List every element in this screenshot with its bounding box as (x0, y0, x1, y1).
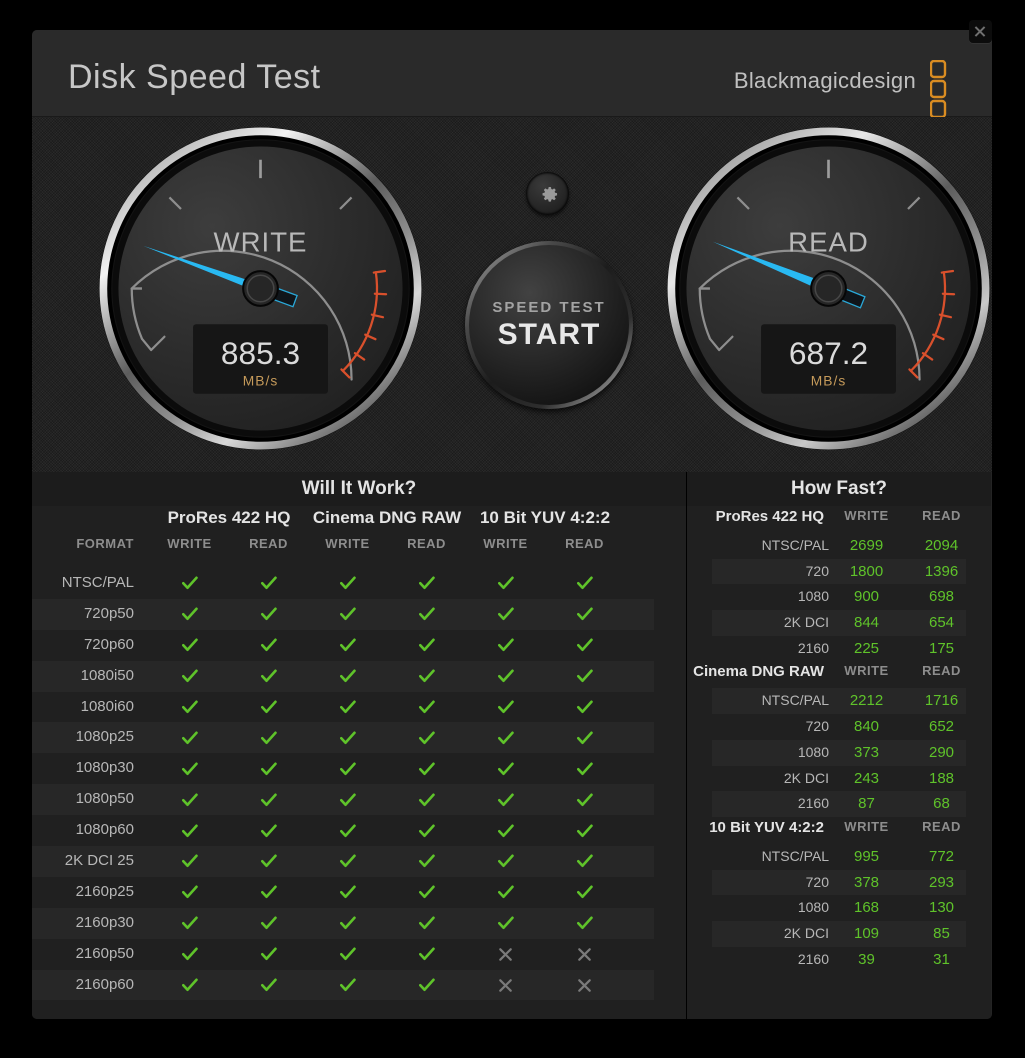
svg-text:MB/s: MB/s (811, 374, 846, 389)
svg-text:READ: READ (788, 227, 869, 258)
svg-text:WRITE: WRITE (214, 227, 308, 258)
svg-text:885.3: 885.3 (221, 335, 300, 371)
svg-text:687.2: 687.2 (789, 335, 868, 371)
svg-text:MB/s: MB/s (243, 374, 278, 389)
